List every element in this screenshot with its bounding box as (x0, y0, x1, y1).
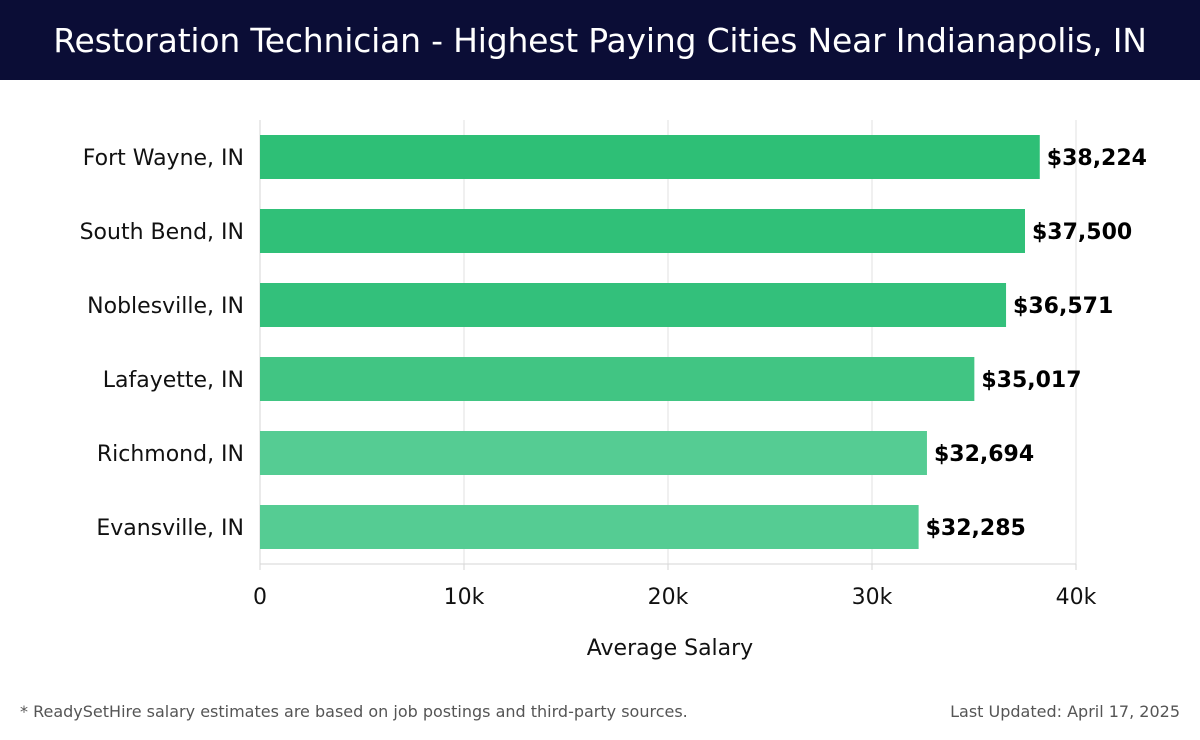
bar (260, 135, 1040, 179)
value-label: $32,285 (926, 516, 1026, 541)
value-label: $38,224 (1047, 146, 1147, 171)
bar (260, 431, 927, 475)
bar (260, 209, 1025, 253)
category-label: Richmond, IN (97, 442, 244, 467)
value-label: $37,500 (1032, 220, 1132, 245)
category-label: Evansville, IN (96, 516, 244, 541)
bar (260, 357, 975, 401)
x-tick-label: 20k (648, 585, 689, 610)
value-label: $32,694 (934, 442, 1034, 467)
category-label: Fort Wayne, IN (83, 146, 244, 171)
category-label: Noblesville, IN (87, 294, 244, 319)
footer-note: * ReadySetHire salary estimates are base… (20, 702, 688, 721)
chart-title: Restoration Technician - Highest Paying … (53, 20, 1147, 60)
bar (260, 283, 1007, 327)
x-tick-label: 0 (253, 585, 267, 610)
value-label: $35,017 (981, 368, 1081, 393)
x-tick-label: 40k (1056, 585, 1097, 610)
x-tick-label: 10k (444, 585, 485, 610)
bar (260, 505, 919, 549)
x-tick-label: 30k (852, 585, 893, 610)
x-axis-title: Average Salary (587, 636, 753, 661)
bar-chart: 0 10k 20k 30k 40k Fort Wayne, IN $38,224 South … (80, 120, 1147, 661)
value-label: $36,571 (1013, 294, 1113, 319)
category-label: South Bend, IN (80, 220, 244, 245)
chart-header: Restoration Technician - Highest Paying … (0, 0, 1200, 80)
last-updated: Last Updated: April 17, 2025 (950, 702, 1180, 721)
category-label: Lafayette, IN (103, 368, 244, 393)
